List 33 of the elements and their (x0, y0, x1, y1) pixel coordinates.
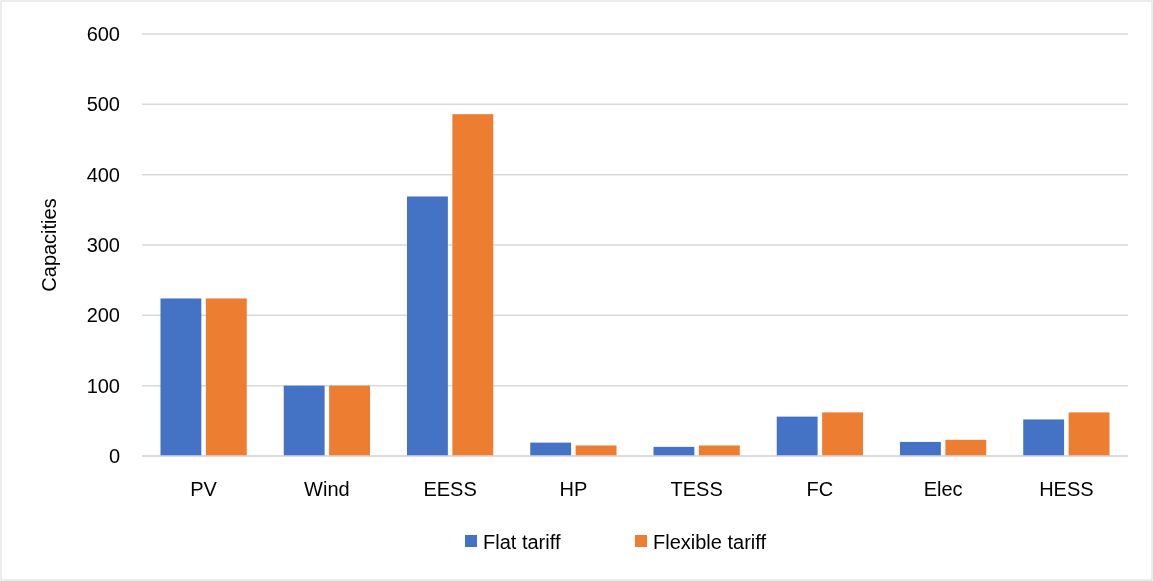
bar (945, 439, 987, 456)
y-tick-label: 600 (86, 23, 120, 45)
x-tick-label: Elec (923, 478, 963, 500)
y-tick-label: 100 (86, 374, 120, 397)
x-tick-label: TESS (670, 478, 723, 500)
y-tick-label: 500 (86, 93, 120, 116)
bar (698, 445, 740, 456)
bar (530, 442, 572, 456)
y-tick-label: 200 (86, 304, 120, 327)
legend-label: Flat tariff (483, 531, 561, 553)
x-tick-label: FC (806, 478, 834, 500)
bar (575, 445, 617, 456)
bar (776, 416, 818, 456)
x-tick-label: HP (559, 478, 588, 500)
x-tick-label: Wind (304, 478, 350, 500)
bar (1068, 412, 1110, 456)
bar (160, 298, 202, 456)
legend-label: Flexible tariff (653, 531, 767, 553)
x-tick-label: PV (190, 478, 218, 500)
bar (822, 412, 864, 456)
bar (406, 196, 448, 456)
bar (1023, 419, 1065, 456)
x-tick-label: HESS (1039, 478, 1094, 500)
y-tick-label: 0 (108, 445, 120, 467)
bar (283, 385, 325, 456)
bar (329, 385, 371, 456)
bar (899, 441, 941, 456)
y-axis-title: Capacities (38, 198, 60, 292)
y-tick-label: 300 (86, 234, 120, 256)
x-tick-label: EESS (423, 478, 477, 500)
y-tick-label: 400 (86, 163, 120, 186)
bar (452, 114, 494, 456)
bar (205, 298, 247, 456)
